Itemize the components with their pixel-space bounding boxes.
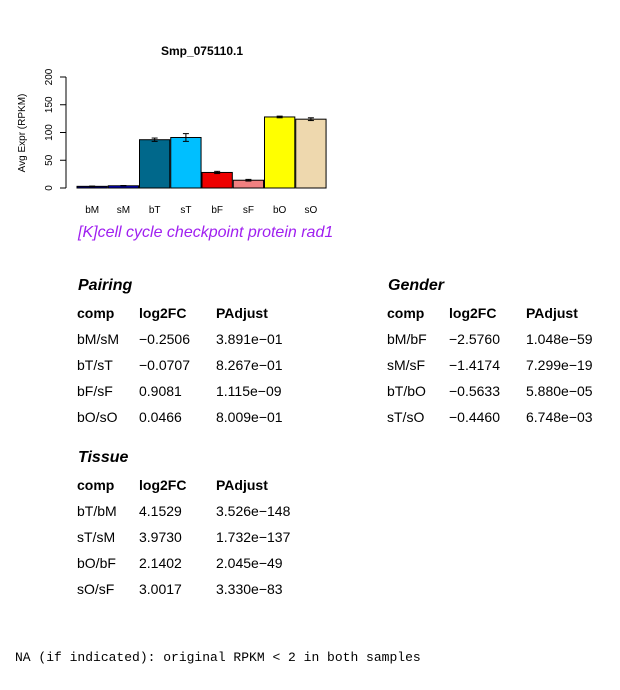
padjust-cell: 3.526e−148 xyxy=(216,503,291,519)
x-tick-label-bT: bT xyxy=(149,205,161,216)
log2fc-cell: −0.2506 xyxy=(139,331,190,347)
bar-bF xyxy=(201,171,233,189)
log2fc-cell: 0.9081 xyxy=(139,383,182,399)
bar-sT xyxy=(170,136,202,189)
tissue-title: Tissue xyxy=(78,449,129,466)
tissue-table: comp log2FC PAdjust bT/bM 4.1529 3.526e−… xyxy=(77,472,306,602)
pairing-table: comp log2FC PAdjust bM/sM −0.2506 3.891e… xyxy=(77,300,306,430)
y-tick-label: 100 xyxy=(44,124,55,141)
bar-bT xyxy=(139,139,171,189)
column-header: comp xyxy=(77,305,115,321)
log2fc-cell: −1.4174 xyxy=(449,357,500,373)
padjust-cell: 1.048e−59 xyxy=(526,331,593,347)
bar-sO xyxy=(295,118,327,189)
log2fc-cell: −2.5760 xyxy=(449,331,500,347)
comp-cell: sO/sF xyxy=(77,581,115,597)
comp-cell: sT/sO xyxy=(387,409,425,425)
table-header-row: comp log2FC PAdjust xyxy=(77,300,306,326)
comp-cell: bF/sF xyxy=(77,383,113,399)
table-header-row: comp log2FC PAdjust xyxy=(77,472,306,498)
table-row: bO/bF 2.1402 2.045e−49 xyxy=(77,550,306,576)
log2fc-cell: −0.4460 xyxy=(449,409,500,425)
bar-bO xyxy=(264,116,296,189)
x-tick-label-sF: sF xyxy=(243,205,254,216)
gender-table: comp log2FC PAdjust bM/bF −2.5760 1.048e… xyxy=(387,300,616,430)
log2fc-cell: 2.1402 xyxy=(139,555,182,571)
comp-cell: bT/bO xyxy=(387,383,426,399)
footnote: NA (if indicated): original RPKM < 2 in … xyxy=(15,650,421,665)
bar-chart: Smp_075110.1 Avg Expr (RPKM) 0 50 100 150 20… xyxy=(17,44,327,216)
comp-cell: bT/bM xyxy=(77,503,117,519)
table-row: bF/sF 0.9081 1.115e−09 xyxy=(77,378,306,404)
comp-cell: bM/sM xyxy=(77,331,119,347)
log2fc-cell: 3.9730 xyxy=(139,529,182,545)
table-row: bM/bF −2.5760 1.048e−59 xyxy=(387,326,616,352)
log2fc-cell: 0.0466 xyxy=(139,409,182,425)
padjust-cell: 3.330e−83 xyxy=(216,581,283,597)
x-tick-label-sO: sO xyxy=(305,205,318,216)
log2fc-cell: 3.0017 xyxy=(139,581,182,597)
padjust-cell: 7.299e−19 xyxy=(526,357,593,373)
x-tick-label-sT: sT xyxy=(180,205,191,216)
padjust-cell: 8.009e−01 xyxy=(216,409,283,425)
log2fc-cell: −0.0707 xyxy=(139,357,190,373)
gene-description: [K]cell cycle checkpoint protein rad1 xyxy=(78,224,334,241)
padjust-cell: 1.732e−137 xyxy=(216,529,291,545)
table-row: bM/sM −0.2506 3.891e−01 xyxy=(77,326,306,352)
table-header-row: comp log2FC PAdjust xyxy=(387,300,616,326)
log2fc-cell: −0.5633 xyxy=(449,383,500,399)
padjust-cell: 1.115e−09 xyxy=(216,383,282,399)
table-row: sO/sF 3.0017 3.330e−83 xyxy=(77,576,306,602)
y-tick-label: 200 xyxy=(44,68,55,85)
y-tick-label: 150 xyxy=(44,96,55,113)
column-header: PAdjust xyxy=(216,477,268,493)
x-tick-label-bF: bF xyxy=(211,205,223,216)
padjust-cell: 8.267e−01 xyxy=(216,357,283,373)
x-tick-label-bO: bO xyxy=(273,205,287,216)
column-header: log2FC xyxy=(139,305,187,321)
padjust-cell: 3.891e−01 xyxy=(216,331,283,347)
log2fc-cell: 4.1529 xyxy=(139,503,182,519)
comp-cell: bM/bF xyxy=(387,331,427,347)
comp-cell: bO/sO xyxy=(77,409,118,425)
column-header: comp xyxy=(77,477,115,493)
gender-title: Gender xyxy=(388,277,445,294)
comp-cell: bT/sT xyxy=(77,357,113,373)
chart-title: Smp_075110.1 xyxy=(161,44,243,58)
table-row: bT/bM 4.1529 3.526e−148 xyxy=(77,498,306,524)
x-tick-label-bM: bM xyxy=(85,205,99,216)
table-row: bO/sO 0.0466 8.009e−01 xyxy=(77,404,306,430)
comp-cell: sM/sF xyxy=(387,357,426,373)
column-header: comp xyxy=(387,305,425,321)
table-row: bT/bO −0.5633 5.880e−05 xyxy=(387,378,616,404)
y-tick-label: 50 xyxy=(44,154,55,166)
pairing-title: Pairing xyxy=(78,277,133,294)
y-tick-label: 0 xyxy=(44,185,55,191)
padjust-cell: 6.748e−03 xyxy=(526,409,593,425)
table-row: sT/sO −0.4460 6.748e−03 xyxy=(387,404,616,430)
comp-cell: bO/bF xyxy=(77,555,116,571)
column-header: log2FC xyxy=(449,305,497,321)
plot-area: 0 50 100 150 200 bM sM bT sT bF sF bO sO xyxy=(44,68,327,216)
table-row: sM/sF −1.4174 7.299e−19 xyxy=(387,352,616,378)
x-tick-label-sM: sM xyxy=(117,205,130,216)
column-header: PAdjust xyxy=(216,305,268,321)
table-row: sT/sM 3.9730 1.732e−137 xyxy=(77,524,306,550)
padjust-cell: 5.880e−05 xyxy=(526,383,593,399)
comp-cell: sT/sM xyxy=(77,529,116,545)
padjust-cell: 2.045e−49 xyxy=(216,555,283,571)
column-header: PAdjust xyxy=(526,305,578,321)
y-axis-label: Avg Expr (RPKM) xyxy=(17,94,28,173)
column-header: log2FC xyxy=(139,477,187,493)
table-row: bT/sT −0.0707 8.267e−01 xyxy=(77,352,306,378)
